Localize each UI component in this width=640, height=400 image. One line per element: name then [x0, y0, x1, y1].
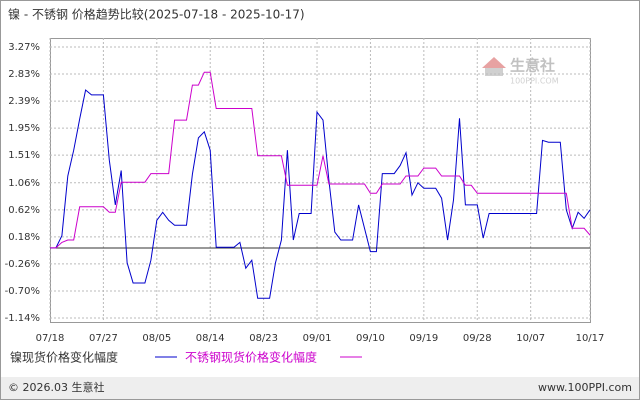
x-tick-label: 10/17 [576, 333, 605, 344]
x-tick-label: 08/14 [196, 333, 225, 344]
plot-border [50, 38, 591, 323]
x-tick-label: 09/10 [356, 333, 385, 344]
footer-copyright: © 2026.03 生意社 [8, 380, 104, 394]
x-tick-label: 07/27 [89, 333, 118, 344]
series-line [50, 89, 591, 299]
y-tick-label: 1.51% [8, 150, 40, 161]
y-tick-label: 0.18% [8, 232, 40, 243]
x-tick-label: 08/23 [249, 333, 278, 344]
logo-name: 生意社 [510, 57, 555, 75]
logo-house [485, 68, 503, 76]
footer-bar [1, 377, 639, 399]
legend-label: 不锈钢现货价格变化幅度 [185, 350, 317, 365]
y-tick-label: 2.39% [8, 96, 40, 107]
y-tick-label: 2.83% [8, 69, 40, 80]
x-tick-label: 07/18 [36, 333, 65, 344]
series-line [50, 71, 591, 249]
y-tick-label: 1.95% [8, 123, 40, 134]
logo-url: 100PPI.COM [510, 77, 559, 86]
y-tick-label: 3.27% [8, 42, 40, 53]
logo-roof [482, 57, 506, 68]
y-tick-label: 1.06% [8, 178, 40, 189]
footer-site: www.100PPI.com [538, 381, 632, 394]
y-tick-label: -0.26% [5, 259, 40, 270]
x-tick-label: 08/05 [142, 333, 171, 344]
logo: 生意社 100PPI.COM [482, 57, 559, 86]
x-tick-label: 09/28 [463, 333, 492, 344]
x-tick-label: 09/19 [409, 333, 438, 344]
x-tick-label: 09/01 [303, 333, 332, 344]
legend-label: 镍现货价格变化幅度 [10, 350, 118, 365]
y-tick-label: -1.14% [5, 313, 40, 324]
chart-title: 镍 - 不锈钢 价格趋势比较(2025-07-18 - 2025-10-17) [8, 7, 305, 22]
y-tick-label: 0.62% [8, 205, 40, 216]
y-tick-label: -0.70% [5, 286, 40, 297]
x-tick-label: 10/07 [516, 333, 545, 344]
